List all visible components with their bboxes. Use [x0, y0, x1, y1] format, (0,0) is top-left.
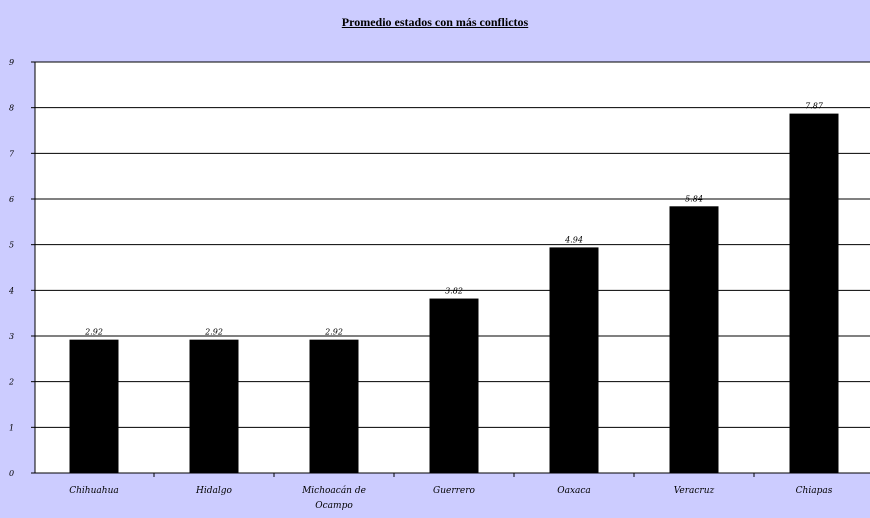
bar: [549, 247, 599, 473]
data-label: 4.94: [564, 235, 583, 244]
y-tick-label: 5: [9, 241, 14, 250]
category-label: Oaxaca: [557, 486, 591, 496]
bar: [429, 298, 479, 473]
y-tick-label: 6: [9, 195, 14, 204]
chart-title: Promedio estados con más conflictos: [341, 15, 529, 29]
y-tick-label: 1: [9, 423, 14, 432]
data-label: 2.92: [324, 328, 343, 337]
bar: [669, 206, 719, 473]
y-tick-label: 0: [9, 469, 14, 478]
bar: [69, 339, 119, 473]
category-label: Chihuahua: [69, 486, 118, 496]
data-label: 3.82: [445, 287, 463, 296]
bar: [309, 339, 359, 473]
y-tick-label: 2: [8, 378, 14, 387]
category-label: Veracruz: [674, 486, 715, 496]
category-label: Chiapas: [796, 486, 833, 496]
bar: [789, 113, 839, 473]
y-tick-label: 7: [9, 149, 15, 158]
data-label: 2.92: [204, 328, 223, 337]
category-label: Guerrero: [433, 486, 476, 496]
category-label: Hidalgo: [195, 486, 232, 496]
y-tick-label: 3: [9, 332, 14, 341]
y-tick-label: 8: [9, 104, 14, 113]
data-label: 5.84: [685, 194, 703, 203]
y-tick-label: 9: [9, 58, 14, 67]
category-label: Michoacán de Ocampo: [301, 485, 366, 511]
y-tick-label: 4: [8, 286, 14, 295]
bars: [69, 113, 839, 473]
labels: 0 1 2 3 4 5 6 7 8 9 2.92 Chihuahua 2.92 Hidalgo 2.92 Mi…: [8, 58, 833, 511]
bar: [189, 339, 239, 473]
data-label: 2.92: [84, 328, 103, 337]
data-label: 7.87: [805, 102, 824, 111]
